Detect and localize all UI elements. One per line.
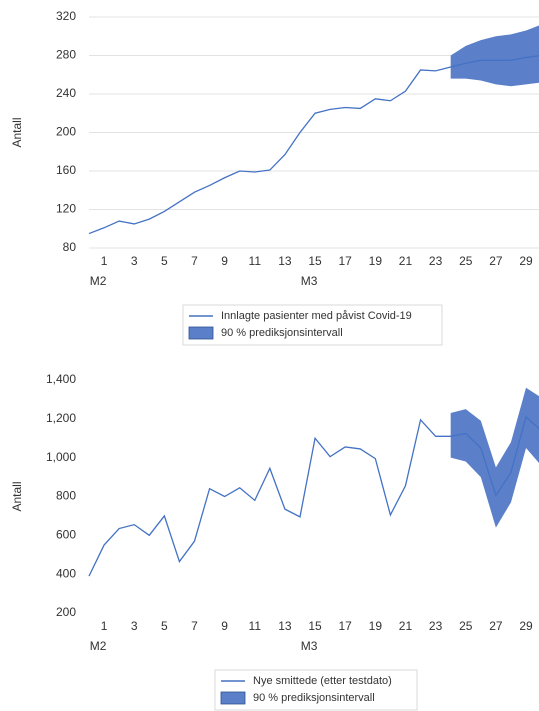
y-tick-label: 240: [56, 86, 76, 100]
x-tick-label: 15: [308, 619, 322, 633]
y-tick-label: 200: [56, 605, 76, 619]
legend-swatch: [220, 691, 246, 705]
y-axis-label: Antall: [10, 481, 24, 511]
x-tick-label: 25: [459, 254, 473, 268]
x-tick-label: 15: [308, 254, 322, 268]
legend-label: 90 % prediksjonsintervall: [221, 327, 343, 339]
x-tick-label: 17: [339, 254, 353, 268]
x-tick-label: 3: [131, 619, 138, 633]
series-line: [88, 55, 539, 235]
y-tick-label: 320: [56, 9, 76, 23]
legend-label: Nye smittede (etter testdato): [253, 675, 392, 687]
x-tick-label: 29: [519, 619, 533, 633]
prediction-band: [450, 387, 539, 528]
x-tick-label: 9: [221, 619, 228, 633]
legend-label: Innlagte pasienter med påvist Covid-19: [221, 310, 412, 322]
x-tick-label: 27: [489, 619, 503, 633]
legend: Innlagte pasienter med påvist Covid-19 90…: [182, 304, 443, 346]
x-tick-label: 5: [161, 254, 168, 268]
y-tick-label: 80: [63, 240, 77, 254]
x-tick-label: 29: [519, 254, 533, 268]
chart: 80 120 160 200 240 280 320 Antall 1 M2 3 5 7 9 11 13 15 M…: [10, 9, 539, 346]
x-tick-label: 3: [131, 254, 138, 268]
x-tick-label: 1: [101, 619, 108, 633]
y-tick-label: 160: [56, 163, 76, 177]
x-tick-label: 9: [221, 254, 228, 268]
y-tick-label: 1,400: [46, 372, 76, 386]
legend-label: 90 % prediksjonsintervall: [253, 692, 375, 704]
x-tick-label: 19: [369, 254, 383, 268]
x-tick-label: 25: [459, 619, 473, 633]
x-tick-label: 7: [191, 619, 198, 633]
x-tick-label: 11: [249, 619, 262, 633]
x-tick-label: 1: [101, 254, 108, 268]
y-tick-label: 1,200: [46, 411, 76, 425]
x-tick-label: 27: [489, 254, 503, 268]
x-tick-label: 23: [429, 254, 443, 268]
y-tick-label: 120: [56, 202, 76, 216]
x-tick-label: 19: [369, 619, 383, 633]
x-tick-label: 5: [161, 619, 168, 633]
legend: Nye smittede (etter testdato) 90 % predik…: [214, 669, 418, 711]
x-group-label: M3: [301, 639, 318, 653]
y-tick-label: 800: [56, 489, 76, 503]
x-group-label: M3: [301, 274, 318, 288]
x-tick-label: 23: [429, 619, 443, 633]
y-axis-label: Antall: [10, 117, 24, 147]
x-tick-label: 11: [249, 254, 262, 268]
legend-swatch: [188, 326, 214, 340]
x-tick-label: 21: [399, 254, 413, 268]
y-tick-label: 600: [56, 528, 76, 542]
y-tick-label: 1,000: [46, 450, 76, 464]
y-tick-label: 400: [56, 566, 76, 580]
y-tick-label: 280: [56, 48, 76, 62]
x-tick-label: 13: [278, 619, 292, 633]
x-tick-label: 13: [278, 254, 292, 268]
prediction-band: [450, 25, 539, 87]
series-line: [88, 415, 539, 577]
x-group-label: M2: [90, 639, 107, 653]
legend-box: [214, 669, 418, 711]
legend-box: [182, 304, 443, 346]
chart: 200 400 600 800 1,000 1,200 1,400 Antall 1 M2 3 5 7 9…: [10, 372, 539, 711]
x-tick-label: 17: [339, 619, 353, 633]
x-tick-label: 21: [399, 619, 413, 633]
y-tick-label: 200: [56, 125, 76, 139]
x-group-label: M2: [90, 274, 107, 288]
x-tick-label: 7: [191, 254, 198, 268]
